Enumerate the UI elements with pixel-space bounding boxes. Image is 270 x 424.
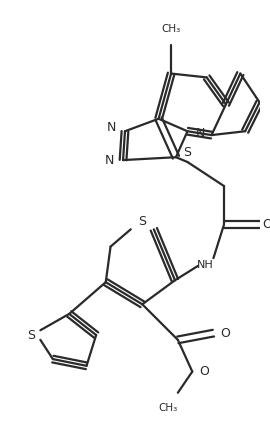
Text: NH: NH [197, 260, 214, 270]
Text: O: O [199, 365, 209, 378]
Text: CH₃: CH₃ [161, 24, 181, 34]
Text: S: S [184, 146, 191, 159]
Text: O: O [262, 218, 270, 231]
Text: N: N [105, 153, 114, 167]
Text: CH₃: CH₃ [158, 403, 178, 413]
Text: N: N [107, 121, 116, 134]
Text: N: N [196, 127, 206, 139]
Text: S: S [138, 215, 146, 228]
Text: S: S [27, 329, 35, 342]
Text: O: O [220, 326, 230, 340]
